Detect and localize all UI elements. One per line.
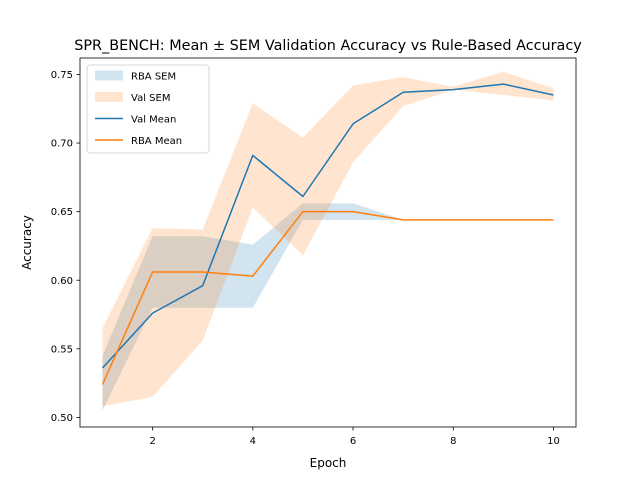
legend: RBA SEM Val SEM Val Mean RBA Mean [86, 64, 210, 154]
y-tick-label: 0.50 [51, 413, 73, 424]
legend-label: RBA SEM [131, 72, 176, 83]
series-val-mean [101, 83, 554, 369]
legend-label: Val SEM [131, 93, 170, 104]
y-tick-label: 0.65 [51, 207, 73, 218]
x-tick-label: 4 [250, 436, 256, 447]
x-tick-label: 2 [149, 436, 155, 447]
y-tick-label: 0.55 [51, 344, 73, 355]
x-axis-label: Epoch [310, 456, 347, 470]
legend-label: Val Mean [131, 115, 176, 126]
y-tick-label: 0.60 [51, 276, 73, 287]
legend-swatch [95, 70, 123, 81]
band-val-sem [102, 71, 554, 407]
y-axis-ticks: 0.50 0.55 0.60 0.65 0.70 0.75 [51, 70, 80, 424]
y-axis-label: Accuracy [20, 215, 34, 270]
chart-title: SPR_BENCH: Mean ± SEM Validation Accurac… [74, 38, 582, 54]
mean-lines [101, 83, 554, 385]
sem-bands [102, 71, 554, 411]
x-tick-label: 10 [547, 436, 560, 447]
legend-box [86, 64, 210, 154]
plot-frame [79, 57, 577, 428]
legend-label: RBA Mean [131, 136, 182, 147]
y-tick-label: 0.70 [51, 139, 73, 150]
series-rba-mean [101, 210, 554, 385]
band-rba-sem [102, 203, 554, 411]
x-axis-ticks: 2 4 6 8 10 [149, 427, 560, 447]
y-tick-label: 0.75 [51, 70, 73, 81]
x-tick-label: 6 [350, 436, 356, 447]
legend-swatch [95, 92, 123, 102]
x-tick-label: 8 [450, 436, 456, 447]
